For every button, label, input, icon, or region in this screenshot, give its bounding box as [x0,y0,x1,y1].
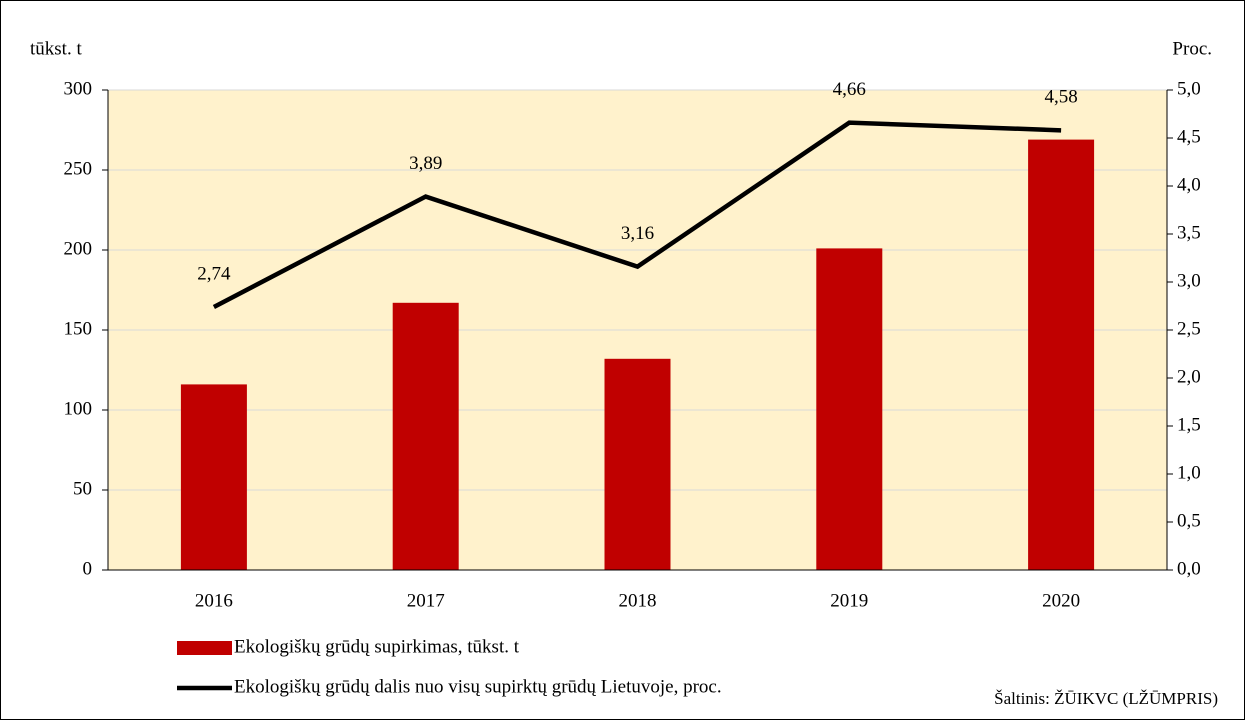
y2-tick-label: 0,0 [1177,558,1201,579]
y-tick-label: 100 [64,398,93,419]
x-tick-label: 2020 [1042,590,1080,611]
y2-tick-label: 1,0 [1177,462,1201,483]
y2-tick-label: 5,0 [1177,78,1201,99]
bar [604,358,671,570]
y2-tick-label: 4,5 [1177,126,1201,147]
y-axis-label: tūkst. t [30,38,82,59]
x-tick-label: 2018 [619,590,657,611]
y2-tick-label: 0,5 [1177,510,1201,531]
y2-tick-label: 2,0 [1177,366,1201,387]
y2-tick-label: 1,5 [1177,414,1201,435]
y2-tick-label: 3,5 [1177,222,1201,243]
data-label: 2,74 [197,263,231,284]
source: Šaltinis: ŽŪIKVC (LŽŪMPRIS) [994,689,1218,708]
y-tick-label: 0 [83,558,93,579]
legend-label: Ekologiškų grūdų supirkimas, tūkst. t [234,636,520,657]
bar [392,302,459,570]
data-label: 4,66 [833,79,866,100]
data-label: 3,89 [409,153,442,174]
y2-tick-label: 2,5 [1177,318,1201,339]
x-tick-label: 2016 [195,590,233,611]
legend-swatch [177,641,232,655]
x-tick-label: 2017 [407,590,445,611]
data-label: 4,58 [1044,87,1077,108]
y-tick-label: 200 [64,238,93,259]
y-tick-label: 250 [64,158,93,179]
bar [816,248,883,570]
bar [180,384,247,570]
legend-label: Ekologiškų grūdų dalis nuo visų supirktų… [234,676,722,697]
line [212,120,1062,309]
y-tick-label: 300 [64,78,93,99]
y2-axis-label: Proc. [1172,38,1212,59]
data-label: 3,16 [621,223,654,244]
y-tick-label: 50 [73,478,92,499]
bar [1028,139,1095,570]
y-tick-label: 150 [64,318,93,339]
x-tick-label: 2019 [830,590,868,611]
y2-tick-label: 3,0 [1177,270,1201,291]
y2-tick-label: 4,0 [1177,174,1201,195]
